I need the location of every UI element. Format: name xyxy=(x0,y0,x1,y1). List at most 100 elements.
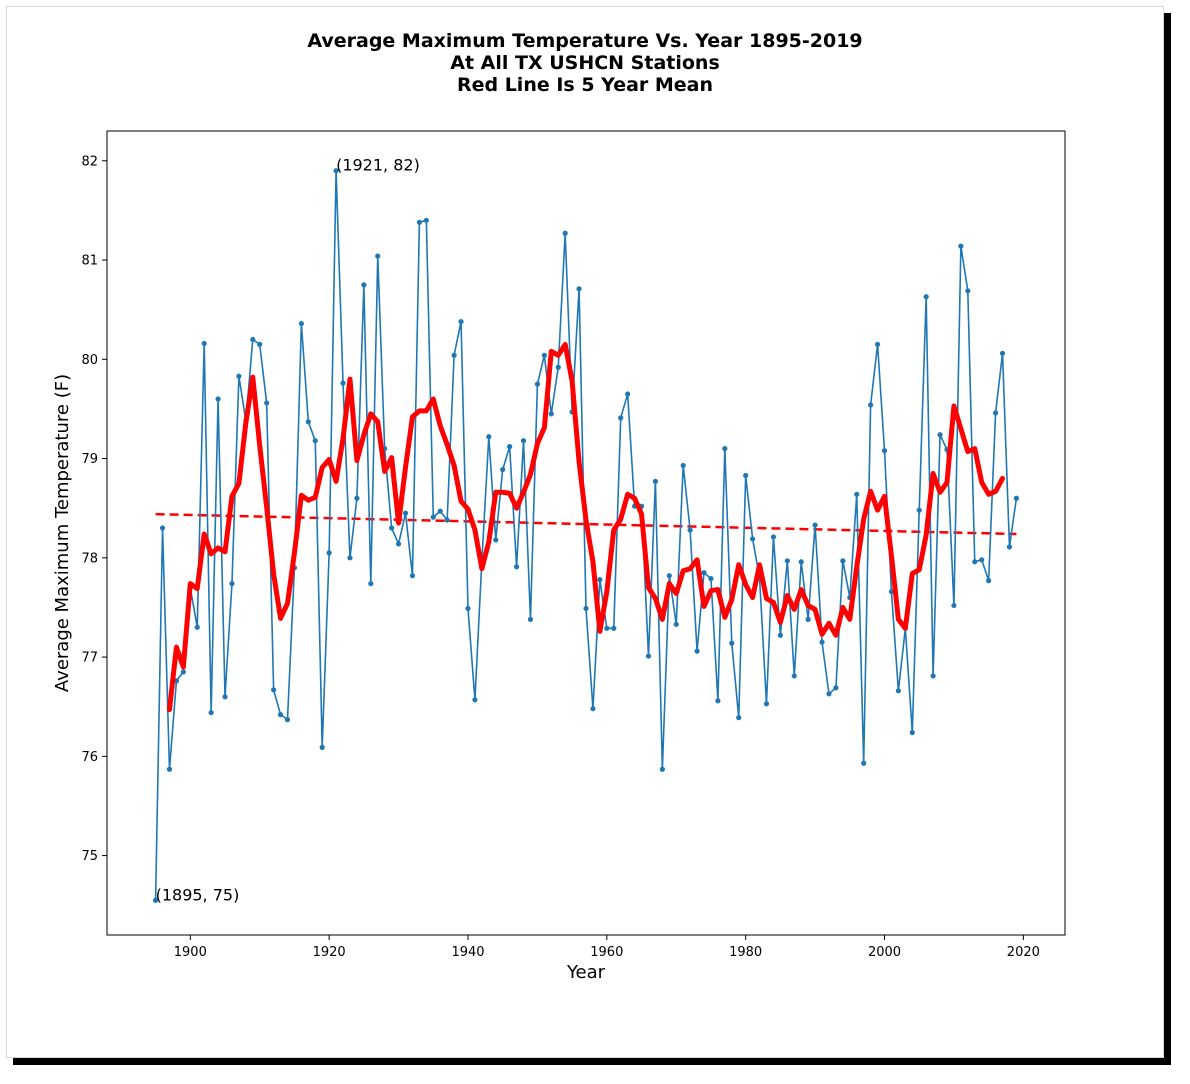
data-point-2017 xyxy=(999,350,1006,356)
data-point-1904 xyxy=(215,396,221,402)
x-tick-label-1980: 1980 xyxy=(729,945,762,960)
annotations: (1921, 82) (1895, 75) xyxy=(156,156,420,905)
data-point-1943 xyxy=(486,434,492,440)
y-axis: 75 76 77 78 79 80 81 82 xyxy=(81,154,107,864)
data-point-1971 xyxy=(680,462,686,469)
data-point-1976 xyxy=(715,698,721,704)
data-point-1988 xyxy=(798,559,804,565)
data-point-1951 xyxy=(541,352,547,358)
data-point-1946 xyxy=(507,444,513,450)
data-point-2011 xyxy=(958,243,964,249)
data-point-1938 xyxy=(451,352,457,358)
data-point-1973 xyxy=(694,648,700,654)
data-point-1914 xyxy=(284,717,291,723)
data-point-1975 xyxy=(708,576,714,582)
y-tick-label-82: 82 xyxy=(81,154,98,169)
data-point-1941 xyxy=(472,697,478,703)
plot-area-border xyxy=(106,130,1066,936)
data-point-2004 xyxy=(909,729,915,736)
data-point-1993 xyxy=(833,685,839,691)
data-point-1899 xyxy=(180,669,186,675)
data-point-1906 xyxy=(229,581,235,587)
data-point-2010 xyxy=(951,602,957,609)
data-point-2000 xyxy=(881,448,888,454)
data-point-2016 xyxy=(992,410,999,416)
y-tick-label-77: 77 xyxy=(81,651,98,666)
data-point-1911 xyxy=(264,400,270,406)
chart-title-line-2: At All TX USHCN Stations xyxy=(450,52,720,74)
data-point-1970 xyxy=(673,621,679,627)
data-point-1952 xyxy=(548,411,554,417)
data-point-1896 xyxy=(159,525,166,531)
x-axis: 1900 1920 1940 1960 1980 2000 2020 xyxy=(174,935,1040,960)
data-point-1930 xyxy=(395,541,402,547)
data-point-1954 xyxy=(562,230,568,236)
y-tick-label-81: 81 xyxy=(81,254,98,269)
x-tick-label-1920: 1920 xyxy=(313,945,346,960)
data-point-1921 xyxy=(333,168,339,174)
x-tick-label-1940: 1940 xyxy=(451,945,484,960)
five-year-mean-group xyxy=(166,341,1006,713)
data-point-1944 xyxy=(493,537,499,543)
data-point-2019 xyxy=(1013,495,1020,501)
data-point-1925 xyxy=(361,282,367,288)
data-point-1958 xyxy=(590,706,596,712)
data-point-1920 xyxy=(326,550,332,556)
data-point-1916 xyxy=(298,320,304,327)
data-point-1987 xyxy=(791,673,797,679)
data-point-1907 xyxy=(236,373,242,379)
data-point-2002 xyxy=(895,688,901,694)
data-point-1978 xyxy=(729,640,735,646)
data-point-1935 xyxy=(430,514,436,520)
data-point-1948 xyxy=(520,438,527,444)
data-point-1990 xyxy=(812,522,818,528)
data-point-1927 xyxy=(375,253,381,259)
data-point-1913 xyxy=(277,712,284,718)
data-point-2014 xyxy=(979,557,985,563)
data-point-1933 xyxy=(416,219,422,225)
data-point-1980 xyxy=(743,472,749,479)
data-point-1901 xyxy=(194,624,200,630)
data-point-1936 xyxy=(437,508,443,514)
annual-series-group xyxy=(152,168,1020,903)
data-point-1932 xyxy=(409,573,416,579)
data-point-1910 xyxy=(257,341,263,348)
data-point-1984 xyxy=(770,534,777,540)
data-point-1950 xyxy=(534,381,541,387)
data-point-1939 xyxy=(458,318,464,325)
data-point-1919 xyxy=(319,744,325,751)
data-point-1917 xyxy=(305,419,311,425)
data-point-2008 xyxy=(937,432,943,438)
data-point-2018 xyxy=(1006,544,1013,550)
data-point-1962 xyxy=(618,415,624,421)
data-point-1989 xyxy=(805,616,811,622)
chart-title-line-3: Red Line Is 5 Year Mean xyxy=(456,74,714,96)
data-point-1968 xyxy=(659,766,665,772)
y-tick-label-80: 80 xyxy=(81,353,98,368)
x-tick-label-1900: 1900 xyxy=(174,945,207,960)
data-point-1949 xyxy=(527,616,534,622)
data-point-1940 xyxy=(465,605,471,612)
data-point-1945 xyxy=(500,466,506,473)
data-point-1903 xyxy=(208,710,214,716)
data-point-1963 xyxy=(625,391,631,397)
data-point-1909 xyxy=(250,336,256,343)
x-tick-label-2020: 2020 xyxy=(1007,945,1040,960)
chart-title-line-1: Average Maximum Temperature Vs. Year 189… xyxy=(307,30,863,52)
data-point-1979 xyxy=(736,715,742,721)
data-point-1967 xyxy=(652,478,659,484)
x-axis-label: Year xyxy=(566,962,606,983)
data-point-1981 xyxy=(750,536,756,542)
data-point-1969 xyxy=(666,573,672,579)
data-point-1912 xyxy=(271,687,277,693)
data-point-1918 xyxy=(312,438,318,444)
data-point-1956 xyxy=(576,286,582,292)
y-axis-label: Average Maximum Temperature (F) xyxy=(52,374,73,692)
line-chart: 1900 1920 1940 1960 1980 2000 2020 75 76 77 78 79 8… xyxy=(52,130,1066,983)
data-point-1999 xyxy=(874,341,881,348)
data-point-1934 xyxy=(423,217,429,223)
data-point-1897 xyxy=(166,766,173,772)
data-point-1972 xyxy=(687,527,693,533)
annotation-0: (1921, 82) xyxy=(336,156,420,175)
data-point-1997 xyxy=(861,760,867,766)
